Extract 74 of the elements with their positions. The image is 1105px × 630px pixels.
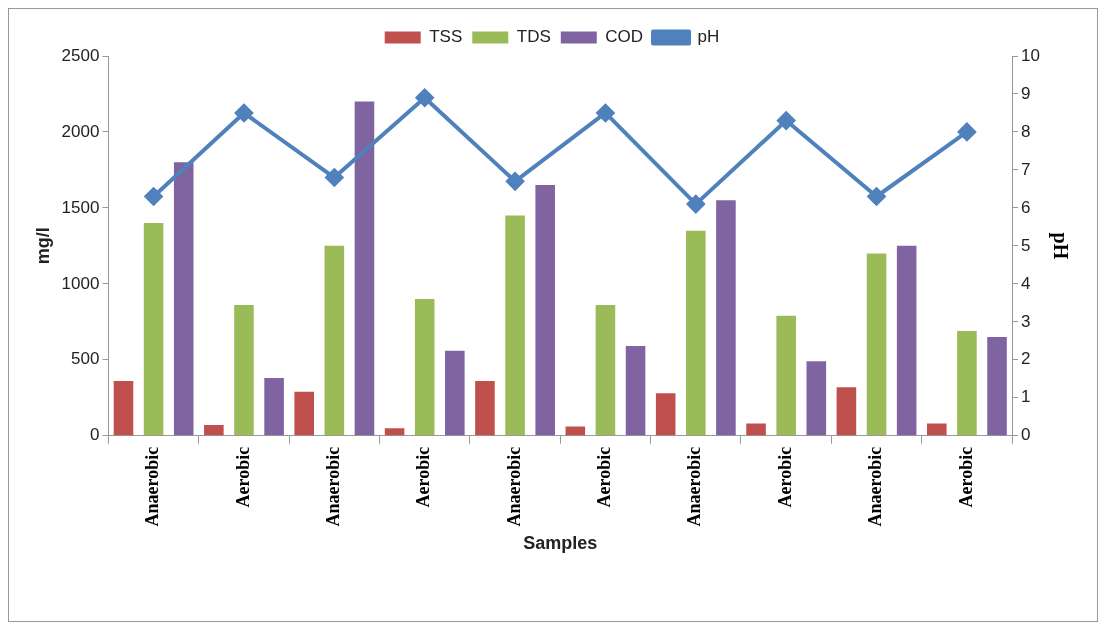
bar — [324, 245, 345, 436]
y-tick-label: 0 — [89, 425, 100, 445]
bar — [957, 330, 977, 436]
y-tick-label: 2000 — [61, 121, 100, 141]
x-axis-title: Samples — [523, 533, 598, 554]
x-tick-label: Aerobic — [232, 446, 253, 508]
x-tick-label: Aerobic — [413, 446, 434, 508]
legend-label: TSS — [429, 27, 463, 47]
bar — [143, 223, 164, 436]
bar — [595, 305, 616, 436]
y-tick-label: 500 — [71, 349, 100, 369]
bar — [806, 361, 827, 436]
y2-tick-label: 10 — [1021, 45, 1041, 65]
point — [867, 187, 886, 206]
point — [777, 111, 796, 130]
y2-tick-label: 1 — [1021, 387, 1031, 407]
x-tick-label: Aerobic — [774, 446, 795, 508]
x-tick-label: Anaerobic — [503, 446, 524, 527]
bar — [384, 428, 405, 436]
point — [234, 103, 253, 122]
point — [506, 172, 525, 191]
y-tick-label: 2500 — [61, 45, 100, 65]
y2-tick-label: 6 — [1021, 197, 1031, 217]
bar — [535, 185, 555, 436]
bar — [625, 346, 646, 436]
y-tick-label: 1000 — [61, 273, 100, 293]
bar — [746, 423, 766, 436]
bar — [565, 426, 586, 436]
bar — [716, 200, 736, 436]
y2-tick-label: 7 — [1021, 159, 1031, 179]
bar — [445, 350, 465, 436]
x-tick-label: Anaerobic — [684, 446, 705, 527]
y2-tick-label: 3 — [1021, 311, 1031, 331]
point — [415, 88, 434, 107]
bar — [234, 305, 254, 436]
bar — [776, 315, 796, 436]
y2-tick-label: 2 — [1021, 349, 1031, 369]
y2-tick-label: 9 — [1021, 83, 1031, 103]
x-tick-label: Anaerobic — [142, 446, 163, 527]
point — [596, 103, 615, 122]
y2-tick-label: 4 — [1021, 273, 1031, 293]
y2-tick-label: 5 — [1021, 235, 1031, 255]
bar — [836, 387, 857, 436]
bar — [354, 101, 375, 436]
bar — [927, 423, 947, 436]
legend-label: pH — [697, 27, 720, 47]
point — [325, 168, 344, 187]
point — [686, 195, 705, 214]
bar — [655, 393, 676, 436]
y-axis-title: mg/l — [32, 227, 53, 265]
y2-tick-label: 0 — [1021, 425, 1031, 445]
bar — [866, 253, 887, 436]
x-tick-label: Anaerobic — [865, 446, 886, 527]
x-tick-label: Aerobic — [594, 446, 615, 508]
bar — [294, 391, 314, 436]
y2-axis-title: pH — [1048, 232, 1072, 260]
bar — [414, 299, 435, 436]
legend-label: COD — [605, 27, 644, 47]
bar — [264, 378, 284, 436]
legend-label: TDS — [516, 27, 551, 47]
bar — [896, 245, 917, 436]
y-tick-label: 1500 — [61, 197, 100, 217]
bar — [173, 162, 194, 436]
point — [957, 122, 976, 141]
bar — [987, 337, 1007, 436]
bar — [204, 425, 224, 436]
bar — [686, 230, 706, 436]
bar — [475, 381, 495, 436]
x-tick-label: Aerobic — [955, 446, 976, 508]
bar — [505, 215, 525, 436]
point — [144, 187, 163, 206]
bar — [113, 381, 134, 436]
x-tick-label: Anaerobic — [322, 446, 343, 527]
y2-tick-label: 8 — [1021, 121, 1031, 141]
